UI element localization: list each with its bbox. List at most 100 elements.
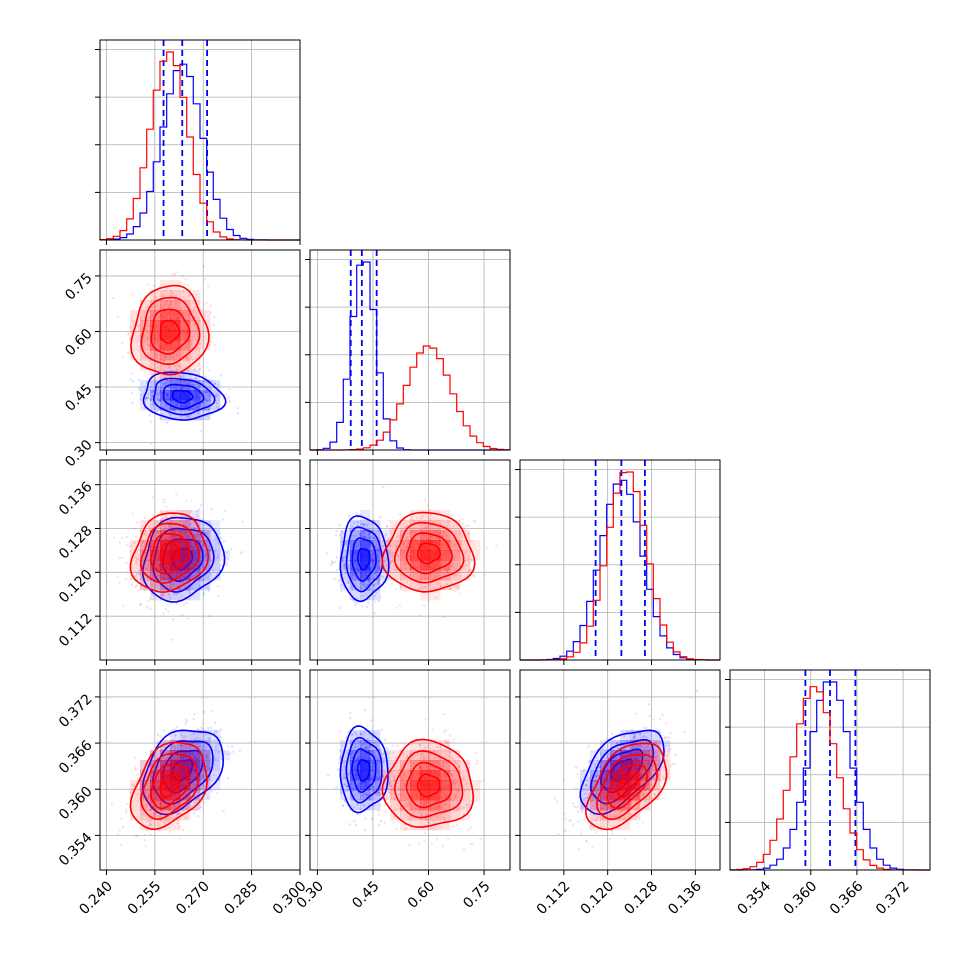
scatter-point: [669, 731, 672, 735]
scatter-point: [495, 544, 498, 548]
scatter-point: [215, 393, 218, 396]
scatter-point: [366, 738, 369, 741]
scatter-point: [202, 776, 205, 779]
scatter-point: [207, 520, 211, 524]
scatter-point: [150, 398, 153, 401]
scatter-point: [204, 554, 208, 558]
scatter-point: [386, 747, 389, 750]
scatter-point: [206, 764, 209, 768]
density-cell: [360, 590, 371, 601]
scatter-point: [347, 730, 350, 734]
scatter-point: [153, 284, 156, 287]
scatter-point: [340, 536, 343, 539]
density-cell: [400, 560, 411, 571]
scatter-point: [230, 547, 233, 551]
scatter-point: [345, 789, 349, 792]
density-cell: [340, 560, 351, 571]
density-cell: [190, 510, 201, 521]
scatter-point: [427, 600, 431, 603]
scatter-point: [203, 744, 206, 747]
scatter-point: [167, 593, 171, 596]
scatter-point: [219, 735, 222, 739]
scatter-point: [339, 790, 343, 793]
density-cell: [160, 410, 171, 421]
scatter-point: [133, 756, 137, 759]
scatter-point: [667, 736, 671, 739]
density-cell: [160, 370, 171, 381]
density-cell: [190, 540, 201, 551]
scatter-point: [346, 581, 349, 584]
scatter-point: [130, 583, 134, 586]
scatter-point: [180, 529, 183, 533]
scatter-point: [217, 595, 220, 598]
scatter-point: [202, 379, 205, 383]
scatter-point: [209, 548, 212, 551]
scatter-point: [348, 761, 351, 764]
scatter-point: [631, 746, 635, 750]
scatter-point: [126, 571, 130, 575]
scatter-point: [610, 732, 614, 736]
density-cell: [210, 570, 221, 581]
density-cell: [360, 780, 371, 791]
scatter-point: [359, 732, 362, 736]
scatter-point: [134, 768, 138, 771]
scatter-point: [173, 748, 176, 751]
scatter-point: [352, 521, 356, 524]
scatter-point: [368, 536, 371, 540]
scatter-point: [372, 786, 376, 789]
contour-line: [141, 516, 226, 603]
scatter-point: [380, 728, 384, 731]
scatter-point: [364, 531, 367, 535]
scatter-point: [596, 786, 599, 789]
scatter-point: [179, 837, 182, 840]
scatter-point: [368, 537, 372, 541]
scatter-point: [398, 513, 402, 516]
density-cell: [350, 760, 361, 771]
scatter-point: [158, 416, 162, 420]
scatter-point: [349, 572, 353, 575]
scatter-point: [375, 571, 378, 574]
scatter-point: [376, 758, 379, 761]
scatter-point: [212, 323, 215, 326]
scatter-point: [224, 509, 227, 513]
scatter-point: [372, 751, 376, 755]
scatter-point: [203, 391, 206, 394]
density-cell: [160, 520, 171, 531]
scatter-point: [377, 790, 380, 794]
scatter-point: [330, 560, 334, 563]
grid-layer: [100, 40, 930, 870]
scatter-point: [164, 819, 168, 823]
scatter-point: [146, 283, 149, 287]
scatter-point: [181, 274, 184, 278]
density-cell: [190, 800, 201, 811]
scatter-point: [138, 573, 141, 576]
density-cell: [210, 560, 221, 571]
scatter-point: [193, 712, 196, 716]
scatter-point: [383, 560, 386, 564]
scatter-point: [145, 567, 148, 570]
scatter-point: [372, 558, 376, 561]
scatter-point: [134, 574, 137, 577]
scatter-point: [157, 393, 160, 396]
scatter-point: [388, 551, 392, 554]
scatter-point: [371, 750, 374, 753]
scatter-point: [216, 584, 220, 588]
scatter-point: [167, 386, 170, 389]
density-cell: [340, 760, 351, 771]
density-cell: [190, 520, 201, 531]
scatter-point: [342, 776, 345, 779]
scatter-point: [372, 519, 376, 522]
scatter-point: [357, 569, 361, 573]
scatter-point: [202, 401, 206, 404]
density-cell: [170, 740, 181, 751]
scatter-point: [221, 518, 225, 521]
scatter-point: [196, 814, 200, 818]
scatter-point: [344, 555, 347, 559]
scatter-point: [203, 747, 206, 750]
scatter-point: [199, 805, 203, 809]
scatter-point: [335, 556, 339, 559]
scatter-point: [377, 790, 381, 794]
scatter-point: [347, 581, 351, 585]
scatter-point: [355, 803, 359, 806]
scatter-point: [162, 576, 165, 580]
